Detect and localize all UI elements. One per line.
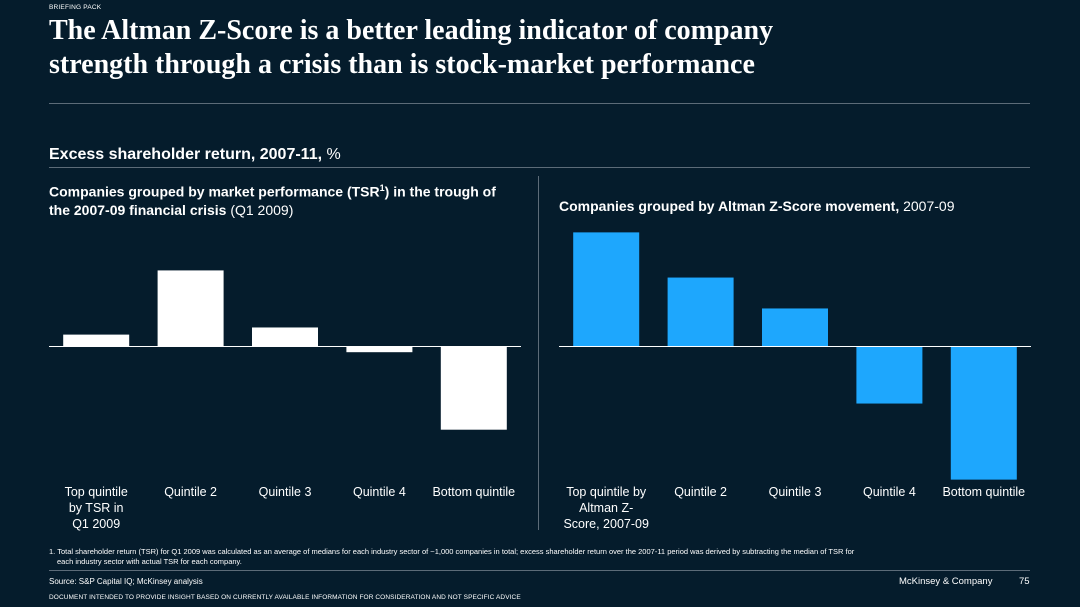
right-bar-chart: Top quintile by Altman Z-Score, 2007-09 Qu… xyxy=(559,232,1031,531)
right-bar-5 xyxy=(950,346,1017,480)
left-bar-chart: Top quintile by TSR in Q1 2009 Quintile 2 Qu… xyxy=(49,270,521,531)
right-chart-title: Companies grouped by Altman Z-Score move… xyxy=(559,197,1029,215)
left-bar-2 xyxy=(157,270,224,347)
company-name: McKinsey & Company xyxy=(899,576,993,587)
page-title-line-1: The Altman Z-Score is a better leading i… xyxy=(49,15,774,46)
left-bar-4 xyxy=(346,346,413,353)
page-number: 75 xyxy=(1019,576,1030,587)
page-title: The Altman Z-Score is a better leading i… xyxy=(49,14,1029,82)
right-category-label-4: Quintile 4 xyxy=(863,485,916,499)
source-note: Source: S&P Capital IQ; McKinsey analysi… xyxy=(49,577,203,586)
right-category-label-1: Top quintile by Altman Z-Score, 2007-09 xyxy=(563,485,649,531)
right-bar-4 xyxy=(856,346,923,404)
footnote-line-2: each industry sector with actual TSR for… xyxy=(57,557,242,566)
left-chart-title-bold: Companies grouped by market performance … xyxy=(49,183,380,200)
disclaimer: DOCUMENT INTENDED TO PROVIDE INSIGHT BAS… xyxy=(49,594,521,601)
left-chart-title: Companies grouped by market performance … xyxy=(49,179,519,219)
right-chart-title-normal: 2007-09 xyxy=(899,198,955,214)
right-category-label-3: Quintile 3 xyxy=(769,485,822,499)
footer-divider xyxy=(49,570,1030,571)
right-bar-3 xyxy=(762,308,828,347)
footnote: 1. Total shareholder return (TSR) for Q1… xyxy=(49,547,1034,567)
section-title-text: Excess shareholder return, 2007-11, xyxy=(49,146,323,163)
left-category-label-1: Top quintile by TSR in Q1 2009 xyxy=(65,485,128,531)
section-title: Excess shareholder return, 2007-11, % xyxy=(49,146,341,164)
section-unit: % xyxy=(326,146,341,163)
title-divider xyxy=(49,103,1030,104)
eyebrow-label: BRIEFING PACK xyxy=(49,4,102,11)
page-title-line-2: strength through a crisis than is stock-… xyxy=(49,49,755,80)
left-bar-5 xyxy=(440,346,507,430)
section-divider xyxy=(49,167,1030,168)
right-category-label-2: Quintile 2 xyxy=(674,485,727,499)
left-category-label-4: Quintile 4 xyxy=(353,485,406,499)
left-category-label-5: Bottom quintile xyxy=(432,485,515,499)
left-bar-3 xyxy=(252,327,318,347)
left-bar-1 xyxy=(63,334,130,347)
left-category-label-2: Quintile 2 xyxy=(164,485,217,499)
right-bar-2 xyxy=(667,277,734,347)
left-chart-title-bold-2: ) in the trough of the 2007-09 financial… xyxy=(49,183,496,218)
left-category-label-3: Quintile 3 xyxy=(259,485,312,499)
left-chart-title-normal: (Q1 2009) xyxy=(226,201,294,218)
footnote-line-1: 1. Total shareholder return (TSR) for Q1… xyxy=(49,547,855,556)
right-bar-1 xyxy=(573,232,640,347)
footnote-marker: 1 xyxy=(379,183,385,193)
chart-divider xyxy=(538,176,539,530)
right-chart-title-bold: Companies grouped by Altman Z-Score move… xyxy=(559,198,900,214)
right-category-label-5: Bottom quintile xyxy=(942,485,1025,499)
